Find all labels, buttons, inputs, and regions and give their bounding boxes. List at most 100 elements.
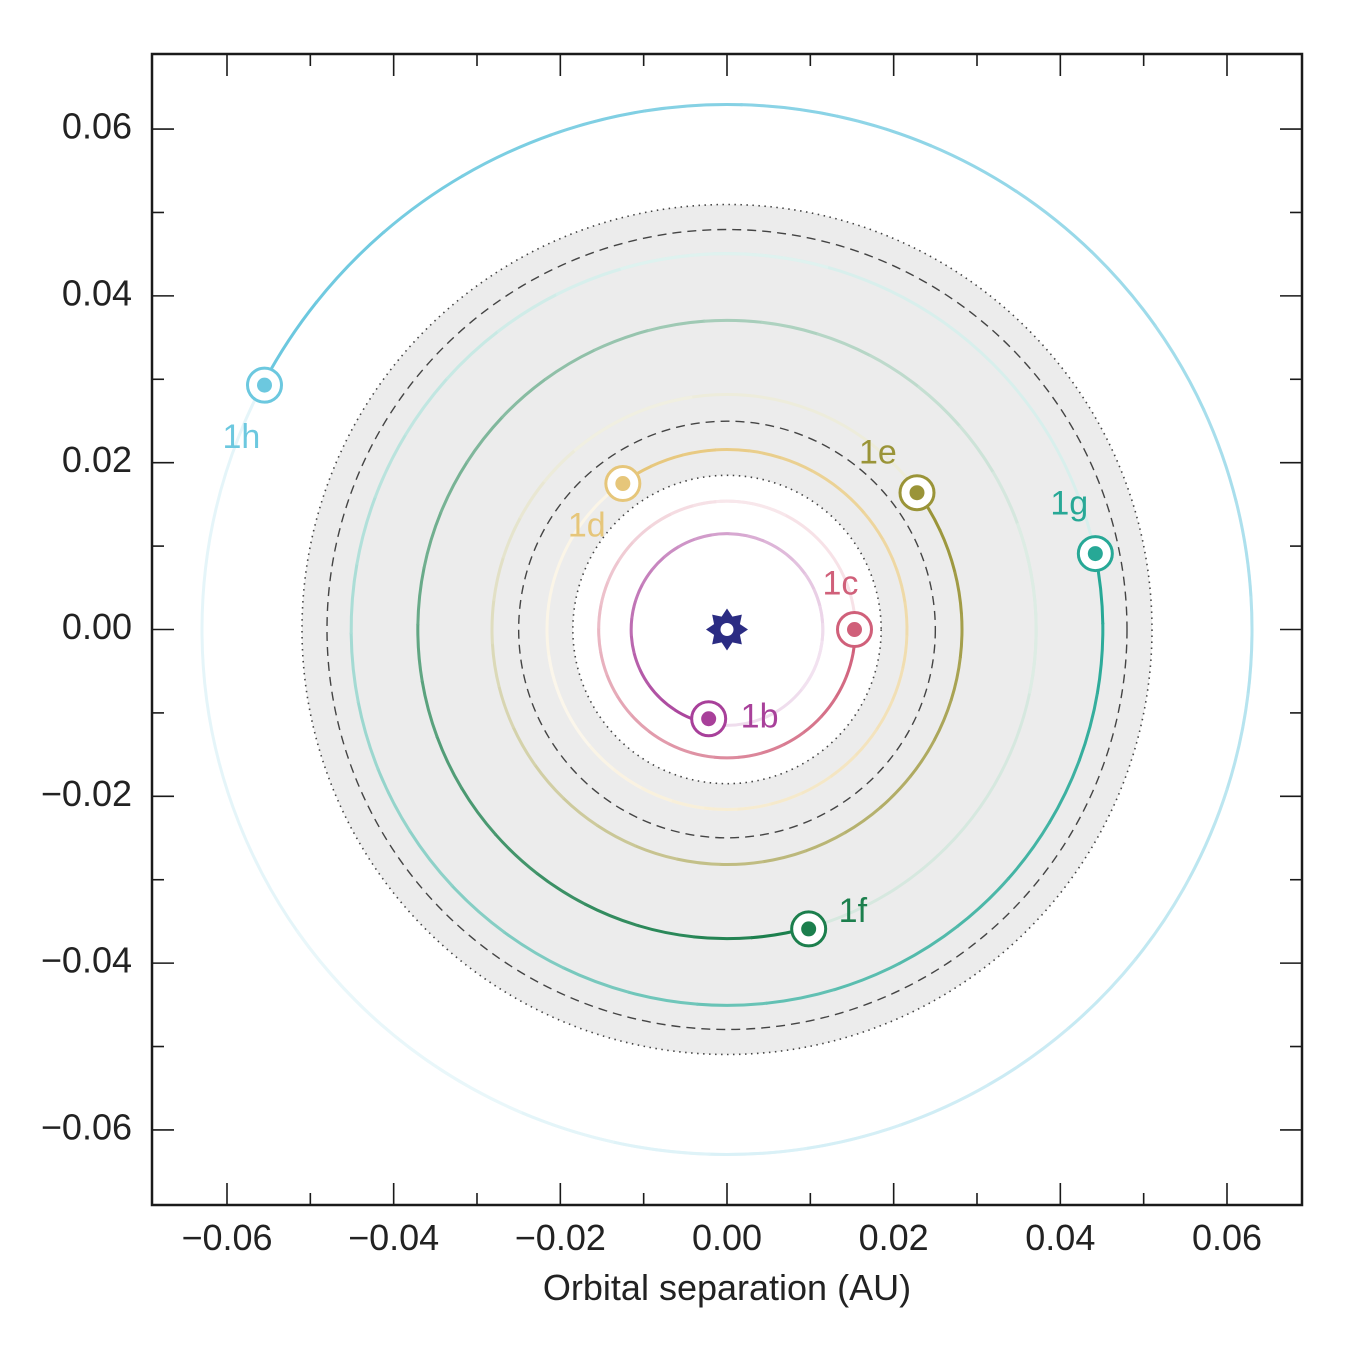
orbit-trail-segment (836, 114, 933, 148)
planet-1e: 1e (859, 434, 936, 512)
orbit-trail-segment (729, 532, 748, 538)
orbit-1g (349, 252, 1105, 1007)
x-tick-label: −0.06 (181, 1217, 272, 1258)
y-tick-label: 0.02 (62, 439, 132, 480)
orbit-trail-segment (490, 599, 496, 645)
orbit-trail-segment (630, 714, 651, 733)
orbit-trail-segment (805, 1123, 903, 1151)
orbit-trail-segment (1133, 876, 1192, 961)
orbit-trail-segment (349, 563, 359, 635)
orbit-trail-segment (627, 990, 699, 1006)
orbit-trail-segment (688, 252, 760, 258)
orbit-trail-segment (376, 767, 412, 833)
plot-content: 1b 1c 1d 1e 1f 1g 1h (200, 102, 1254, 1156)
orbit-trail-segment (1066, 957, 1138, 1031)
orbit-trail-segment (668, 742, 692, 755)
planet-1f: 1f (790, 892, 868, 948)
orbit-trail-segment (381, 174, 465, 235)
planet-1c: 1c (823, 564, 873, 648)
planet-label-1h: 1h (223, 418, 261, 456)
x-tick-label: −0.02 (515, 1217, 606, 1258)
orbit-trail-segment (605, 674, 619, 698)
hz-conservative-boundary-inner (517, 420, 937, 839)
orbit-trail-segment (820, 623, 825, 642)
orbit-1f (416, 318, 1038, 941)
orbit-trail-segment (631, 525, 652, 544)
orbit-trail-segment (496, 292, 559, 334)
planet-1b: 1b (690, 698, 779, 738)
orbit-trail-segment (693, 533, 713, 541)
planet-label-1g: 1g (1050, 485, 1088, 523)
planet-1g: 1g (1050, 485, 1114, 573)
x-tick-label: 0.04 (1025, 1217, 1095, 1258)
orbit-trail-segment (760, 743, 785, 755)
x-axis-title: Orbital separation (AU) (543, 1267, 911, 1308)
orbit-trail-segment (716, 499, 741, 504)
orbit-trail-segment (599, 581, 610, 606)
orbit-trail-segment (1006, 821, 1052, 881)
orbit-trail-segment (632, 653, 642, 672)
orbit-trail-segment (690, 751, 715, 759)
orbit-trail-segment (800, 673, 813, 691)
orbit-trail-segment (802, 715, 823, 734)
star-center (720, 623, 734, 636)
planet-dot-1g (1087, 546, 1103, 562)
orbit-trail-segment (460, 133, 553, 178)
planet-1h: 1h (223, 366, 283, 456)
x-tick-label: 0.06 (1192, 1217, 1262, 1258)
orbit-trail-segment (1014, 189, 1094, 254)
y-tick-label: 0.04 (62, 272, 132, 313)
orbit-trail-segment (355, 495, 377, 566)
orbit-trail-segment (606, 559, 620, 583)
orbit-trail-segment (739, 500, 765, 508)
orbit-trail-segment (597, 604, 603, 629)
orbit-trail-segment (703, 806, 738, 811)
orbit-trail-segment (643, 102, 743, 113)
orbit-trail-segment (358, 1003, 438, 1068)
orbit-trail-segment (433, 1064, 523, 1115)
orbit-trail-segment (356, 701, 380, 771)
orbit-trail-segment (611, 1140, 711, 1156)
orbit-trail-segment (956, 877, 1011, 928)
orbit-trail-segment (987, 1026, 1070, 1087)
hz-conservative-boundary-outer (326, 228, 1128, 1031)
orbit-trail-segment (519, 1110, 615, 1144)
orbit-trail-segment (812, 588, 822, 607)
orbit-trail-segment (629, 618, 634, 637)
orbit-trail-segment (295, 929, 362, 1007)
tick-labels: −0.06 −0.04 −0.02 0.00 0.02 0.04 0.06 0.06 0.04 0… (41, 106, 1262, 1258)
orbit-trail-segment (1201, 407, 1238, 503)
orbit-trail-segment (782, 730, 806, 747)
orbit-trail-segment (630, 600, 637, 619)
orbit-trail-segment (647, 684, 663, 701)
y-tick-label: −0.02 (41, 773, 132, 814)
orbit-trail-segment (547, 655, 559, 690)
plot-frame (150, 52, 1304, 1207)
orbit-trail-segment (803, 572, 816, 590)
orbit-trail-segment (640, 568, 654, 586)
orbit-trail-segment (958, 613, 964, 659)
planet-label-1b: 1b (741, 698, 779, 736)
planet-label-1e: 1e (859, 434, 897, 472)
planet-label-1f: 1f (839, 892, 868, 930)
y-tick-label: 0.06 (62, 106, 132, 147)
orbit-trail-segment (820, 696, 838, 718)
orbit-trail-segment (758, 253, 829, 269)
planet-label-1c: 1c (823, 564, 859, 602)
planet-1d: 1d (568, 465, 642, 545)
orbit-trail-segment (845, 652, 855, 677)
orbit-trail-segment (816, 640, 824, 659)
orbit-trail-segment (648, 395, 693, 410)
orbit-trail-segment (762, 504, 787, 517)
orbit-trail-segment (450, 884, 506, 934)
orbit-trail-segment (746, 534, 765, 543)
orbit-trail-segment (897, 924, 960, 966)
y-tick-label: −0.06 (41, 1106, 132, 1147)
orbit-trail-segment (765, 987, 836, 1005)
planet-dot-1c (847, 622, 862, 637)
orbit-1h (200, 102, 1254, 1156)
orbit-trail-segment (549, 109, 646, 137)
orbit-trail-segment (714, 755, 739, 760)
orbit-trail-segment (349, 632, 360, 704)
orbit-trail-segment (616, 695, 633, 717)
